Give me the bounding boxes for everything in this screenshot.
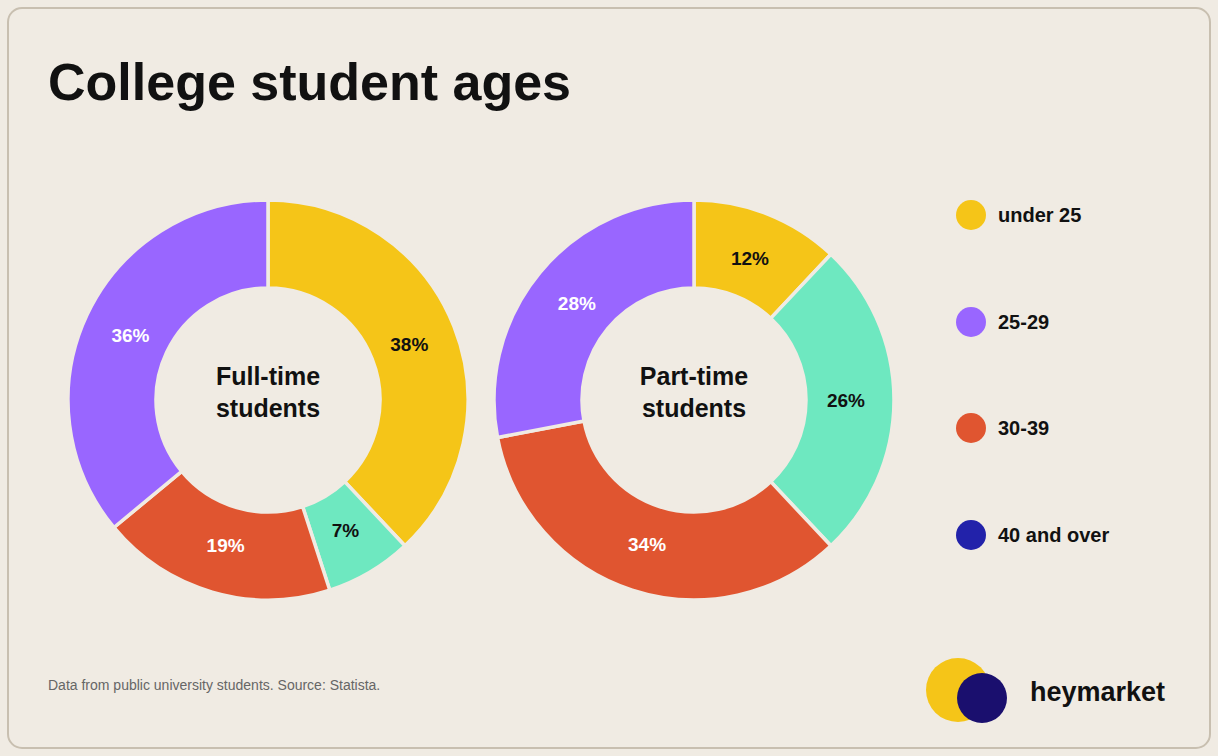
source-note: Data from public university students. So… [48, 677, 380, 693]
donut-chart [494, 200, 894, 600]
legend: under 25 25-29 30-39 40 and over [956, 200, 1109, 550]
data-label: 38% [390, 334, 428, 355]
legend-swatch [956, 520, 986, 550]
donut-chart [68, 200, 468, 600]
data-label: 34% [628, 534, 666, 555]
data-label: 26% [827, 390, 865, 411]
legend-entry: under 25 [998, 204, 1081, 226]
donut-slice [498, 421, 831, 600]
data-labels: 12% 26% 34% 28% [558, 248, 865, 555]
logo: heymarket [926, 658, 1165, 723]
legend-swatch [956, 307, 986, 337]
data-label: 19% [207, 535, 245, 556]
legend-entry: 25-29 [998, 311, 1049, 333]
background [8, 8, 1210, 748]
data-label: 7% [332, 520, 360, 541]
donut-center-label: Full-time students [216, 362, 320, 422]
data-label: 12% [731, 248, 769, 269]
chart-canvas: College student ages 38% 7% 19% 36% Full-time… [0, 0, 1218, 756]
data-label: 28% [558, 293, 596, 314]
legend-swatch [956, 200, 986, 230]
logo-mark [957, 673, 1007, 723]
legend-entry: 40 and over [998, 524, 1109, 546]
donut-center-label: Part-time students [640, 362, 748, 422]
text-line: Part-time [640, 362, 748, 390]
text-line: students [216, 394, 320, 422]
legend-swatch [956, 413, 986, 443]
text-line: students [642, 394, 746, 422]
page: {"title": "College student ages", "annot… [0, 0, 1218, 756]
data-labels: 38% 7% 19% 36% [111, 325, 428, 557]
title: College student ages [48, 53, 571, 111]
logo-text: heymarket [1030, 677, 1165, 707]
data-label: 36% [111, 325, 149, 346]
text-line: Full-time [216, 362, 320, 390]
legend-entry: 30-39 [998, 417, 1049, 439]
